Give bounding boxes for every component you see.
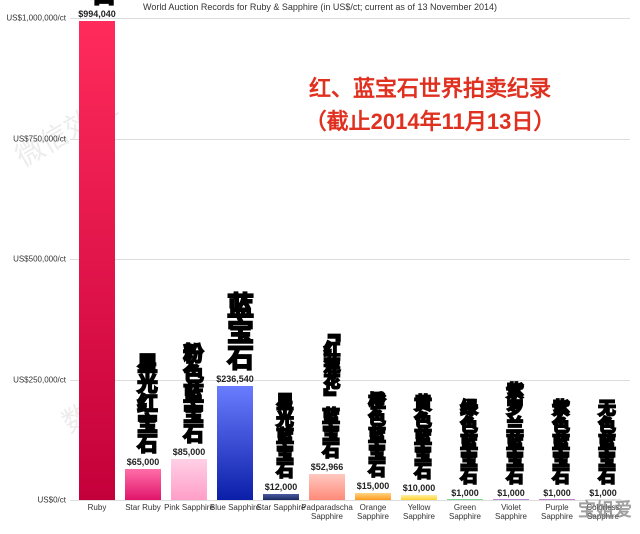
bar-cn-label: 星光蓝宝石 <box>271 393 296 478</box>
bar <box>309 474 345 500</box>
bar <box>217 386 253 500</box>
y-axis: US$0/ctUS$250,000/ctUS$500,000/ctUS$750,… <box>0 18 70 500</box>
bar-value-label: $65,000 <box>127 457 160 467</box>
x-tick-label: Yellow Sapphire <box>393 504 445 522</box>
brand-watermark: 宝姐爱 <box>578 496 632 522</box>
bar <box>355 493 391 500</box>
x-axis: RubyStar RubyPink SapphireBlue SapphireS… <box>70 502 630 532</box>
bar-cn-label: 蓝宝石 <box>317 407 342 458</box>
bar-cn-label: 橙色蓝宝石 <box>363 392 388 477</box>
bar <box>401 495 437 500</box>
bar-value-label: $12,000 <box>265 482 298 492</box>
bar-value-label: $85,000 <box>173 447 206 457</box>
bar-cn-label: 蓝宝石 <box>220 292 257 370</box>
bar-cn-label: 粉色蓝宝石 <box>177 343 206 443</box>
subtitle-cn: 红、蓝宝石世界拍卖纪录 （截止2014年11月13日） <box>250 72 610 138</box>
bar <box>79 21 115 500</box>
x-tick-label: Violet Sapphire <box>485 504 537 522</box>
bar-value-label: $52,966 <box>311 462 344 472</box>
bar <box>539 499 575 500</box>
x-tick-label: Pink Sapphire <box>163 504 215 513</box>
x-tick-label: Star Sapphire <box>255 504 307 513</box>
gridline <box>70 500 630 501</box>
y-tick-label: US$750,000/ct <box>13 134 66 143</box>
bar-value-label: $15,000 <box>357 481 390 491</box>
chart-container: World Auction Records for Ruby & Sapphir… <box>0 0 640 534</box>
bar <box>171 459 207 500</box>
bar-value-label: $236,540 <box>216 374 254 384</box>
bar-cn-special: 『红莲花』 <box>317 325 341 405</box>
y-tick-label: US$0/ct <box>38 496 66 505</box>
x-tick-label: Ruby <box>71 504 123 513</box>
x-tick-label: Green Sapphire <box>439 504 491 522</box>
bar <box>263 494 299 500</box>
bar-value-label: $994,040 <box>78 9 116 19</box>
x-tick-label: Blue Sapphire <box>209 504 261 513</box>
y-tick-label: US$1,000,000/ct <box>6 14 66 23</box>
bar-value-label: $10,000 <box>403 483 436 493</box>
bar-cn-label: 紫色蓝宝石 <box>547 399 572 484</box>
y-tick-label: US$500,000/ct <box>13 255 66 264</box>
subtitle-line2: （截止2014年11月13日） <box>250 105 610 138</box>
y-tick-label: US$250,000/ct <box>13 375 66 384</box>
x-tick-label: Star Ruby <box>117 504 169 513</box>
bar-cn-label: 绿色蓝宝石 <box>455 399 480 484</box>
bar-value-label: $1,000 <box>497 488 525 498</box>
bar <box>125 469 161 500</box>
x-tick-label: Purple Sapphire <box>531 504 583 522</box>
x-tick-label: Orange Sapphire <box>347 504 399 522</box>
bar <box>493 499 529 500</box>
bar-cn-label: 红宝石 <box>82 0 119 5</box>
bar-cn-label: 无色蓝宝石 <box>593 399 618 484</box>
bar <box>447 499 483 500</box>
bar-value-label: $1,000 <box>451 488 479 498</box>
bar-value-label: $1,000 <box>543 488 571 498</box>
bar-cn-label: 紫罗兰蓝宝石 <box>501 382 526 484</box>
x-tick-label: Padparadscha Sapphire <box>301 504 353 522</box>
bar-cn-label: 黄色蓝宝石 <box>409 394 434 479</box>
bar-cn-label: 星光红宝石 <box>131 353 160 453</box>
subtitle-line1: 红、蓝宝石世界拍卖纪录 <box>250 72 610 105</box>
